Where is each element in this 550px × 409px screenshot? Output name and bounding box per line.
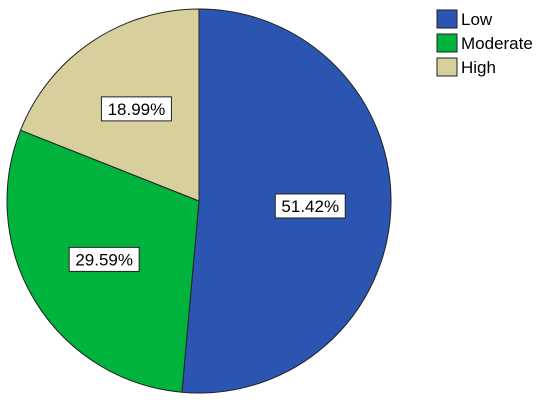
legend-swatch	[436, 9, 458, 29]
data-label-moderate: 29.59%	[68, 246, 140, 272]
data-label-text: 51.42%	[281, 197, 339, 216]
legend-label: Moderate	[461, 34, 533, 53]
data-label-box	[68, 246, 140, 272]
data-label-text: 18.99%	[108, 100, 166, 119]
pie-data-labels: 51.42% 29.59% 18.99%	[68, 96, 346, 272]
data-label-box	[100, 96, 172, 122]
data-label-box	[274, 193, 346, 219]
legend-item-moderate: Moderate	[436, 33, 533, 53]
legend-label: High	[461, 58, 496, 77]
legend-label: Low	[461, 10, 493, 29]
legend-item-high: High	[436, 57, 496, 77]
data-label-low: 51.42%	[274, 193, 346, 219]
data-label-text: 29.59%	[75, 250, 133, 269]
legend-swatch	[436, 33, 458, 53]
legend-swatch	[436, 57, 458, 77]
legend-item-low: Low	[436, 9, 493, 29]
data-label-high: 18.99%	[100, 96, 172, 122]
legend: Low Moderate High	[436, 9, 533, 77]
